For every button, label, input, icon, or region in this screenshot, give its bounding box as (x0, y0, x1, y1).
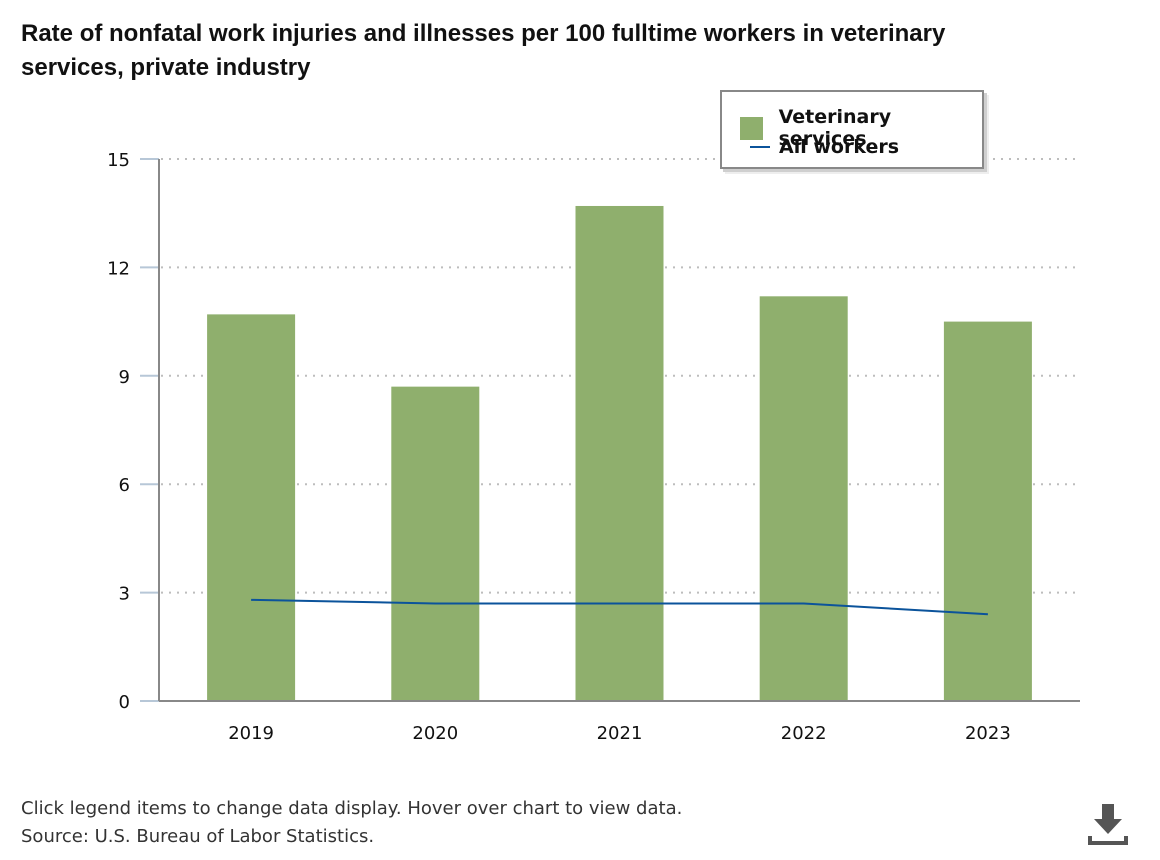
legend: Veterinary services All workers (720, 90, 984, 169)
y-tick-label: 3 (119, 584, 130, 605)
legend-label: Veterinary services (778, 106, 892, 150)
bar-series-veterinary-services[interactable] (207, 205, 1032, 701)
x-tick-label: 2019 (228, 723, 274, 744)
bar-2022[interactable] (759, 296, 848, 701)
y-tick-label: 15 (107, 150, 130, 171)
x-tick-label: 2020 (412, 723, 458, 744)
bar-2021[interactable] (575, 205, 664, 701)
bar-2020[interactable] (391, 386, 480, 701)
y-tick-label: 12 (107, 258, 130, 279)
legend-label: All workers (779, 136, 900, 158)
chart-footer: Click legend items to change data displa… (21, 795, 682, 851)
instructions-text: Click legend items to change data displa… (21, 798, 683, 819)
bar-swatch-icon (740, 116, 763, 140)
y-tick-label: 0 (119, 692, 130, 713)
legend-item-all-workers[interactable]: All workers (722, 136, 899, 158)
chart-plot-area[interactable]: 0 3 6 9 12 15 2019 2020 2021 2022 2023 (0, 0, 1160, 790)
y-axis-ticks: 0 3 6 9 12 15 (107, 150, 159, 713)
download-icon (1088, 804, 1128, 845)
legend-item-veterinary-services[interactable]: Veterinary services (722, 106, 982, 150)
source-text: Source: U.S. Bureau of Labor Statistics. (21, 826, 375, 847)
x-tick-label: 2021 (597, 723, 643, 744)
line-swatch-icon (750, 146, 770, 148)
line-series-all-workers[interactable] (251, 598, 988, 616)
bar-2019[interactable] (207, 314, 296, 701)
download-button[interactable] (1086, 800, 1132, 848)
bar-2023[interactable] (943, 321, 1032, 701)
x-axis-labels: 2019 2020 2021 2022 2023 (228, 723, 1011, 744)
x-tick-label: 2023 (965, 723, 1011, 744)
y-tick-label: 6 (119, 475, 130, 496)
chart-title: Rate of nonfatal work injuries and illne… (21, 20, 946, 81)
x-tick-label: 2022 (781, 723, 827, 744)
y-tick-label: 9 (119, 367, 130, 388)
